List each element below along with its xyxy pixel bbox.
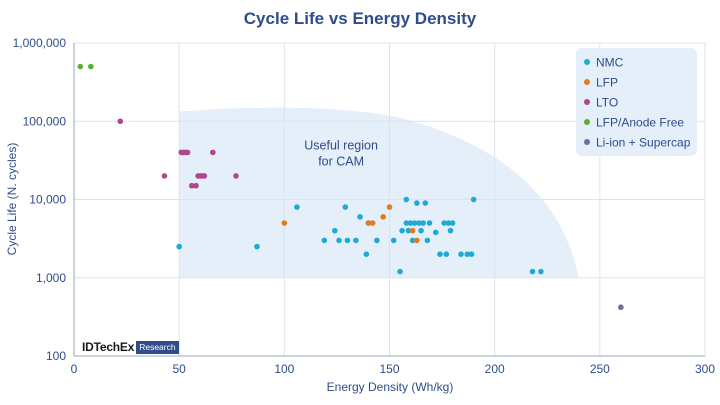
y-tick-label: 1,000 [36, 271, 66, 285]
point-nmc [254, 243, 260, 250]
legend-label-nmc: NMC [596, 56, 624, 70]
point-nmc [357, 214, 363, 220]
x-tick-label: 0 [71, 362, 78, 376]
point-lto [161, 173, 168, 179]
legend-label-lfp-anode-free: LFP/Anode Free [596, 116, 684, 130]
point-nmc [176, 243, 182, 250]
point-nmc [529, 268, 536, 275]
point-nmc [447, 227, 454, 234]
point-nmc [424, 237, 431, 244]
point-nmc [411, 220, 418, 226]
y-tick-label: 100 [46, 349, 66, 363]
point-nmc [407, 220, 414, 226]
point-nmc [470, 196, 477, 203]
legend: NMC LFP LTO LFP/Anode Free Li-ion + Supercap [576, 48, 697, 156]
point-nmc [418, 227, 424, 234]
point-nmc [458, 251, 464, 257]
point-lto [201, 173, 208, 179]
point-nmc [445, 220, 452, 226]
y-tick-label: 1,000,000 [13, 36, 67, 50]
point-nmc [294, 204, 300, 210]
point-nmc [374, 237, 380, 244]
point-nmc [538, 268, 544, 275]
point-lfp [281, 220, 288, 226]
x-tick-label: 150 [379, 362, 399, 376]
point-lfp-anode-free [77, 63, 84, 70]
point-lfp-anode-free [88, 63, 94, 70]
point-li-ion-supercap [618, 304, 624, 311]
point-nmc [399, 227, 405, 234]
legend-label-li-ion-supercap: Li-ion + Supercap [596, 136, 691, 150]
point-nmc [443, 251, 450, 257]
point-nmc [420, 220, 426, 226]
idtechex-logo: IDTechEx Research [82, 340, 179, 354]
point-nmc [321, 237, 328, 244]
axes: 0 50 100 150 200 250 300 100 1,000 10,000 100,000 1… [13, 36, 716, 376]
x-axis-label: Energy Density (Wh/kg) [327, 380, 454, 394]
point-lfp [414, 237, 420, 244]
legend-label-lto: LTO [596, 96, 618, 110]
x-tick-label: 300 [695, 362, 715, 376]
point-nmc [353, 237, 359, 244]
x-tick-label: 250 [590, 362, 610, 376]
region-annotation-line-2: for CAM [318, 154, 364, 168]
point-nmc [437, 251, 443, 257]
chart-title: Cycle Life vs Energy Density [243, 9, 477, 28]
point-lto [117, 118, 124, 125]
data-points [77, 63, 624, 311]
point-nmc [390, 237, 397, 244]
point-nmc [441, 220, 447, 226]
point-nmc [426, 220, 433, 226]
point-lto [188, 182, 195, 189]
useful-region-shape [179, 107, 579, 278]
legend-marker-nmc [584, 59, 590, 65]
x-tick-label: 50 [172, 362, 186, 376]
point-nmc [409, 237, 416, 244]
logo-main-text: IDTechEx [82, 340, 135, 354]
point-nmc [363, 251, 370, 257]
point-lfp [380, 214, 386, 220]
legend-marker-li-ion-supercap [584, 139, 590, 145]
point-lto [210, 149, 216, 156]
region-annotation-line-1: Useful region [304, 138, 378, 152]
point-nmc [468, 251, 475, 257]
point-nmc [414, 200, 420, 206]
point-lto [193, 182, 199, 189]
point-nmc [422, 200, 429, 206]
legend-marker-lto [584, 99, 590, 105]
y-tick-label: 10,000 [29, 193, 66, 207]
point-nmc [449, 220, 456, 226]
point-lfp [369, 220, 376, 226]
legend-marker-lfp-anode-free [584, 119, 590, 125]
point-lto [184, 149, 191, 156]
y-tick-label: 100,000 [23, 114, 67, 128]
point-lfp [365, 220, 372, 226]
point-nmc [464, 251, 471, 257]
point-lfp [409, 227, 416, 234]
y-axis-label: Cycle Life (N. cycles) [5, 143, 19, 256]
point-lfp [386, 204, 393, 210]
point-nmc [403, 220, 410, 226]
point-nmc [332, 227, 338, 234]
legend-marker-lfp [584, 79, 590, 85]
point-nmc [403, 196, 410, 203]
point-nmc [405, 227, 412, 234]
point-nmc [416, 220, 422, 226]
point-nmc [336, 237, 342, 244]
point-nmc [344, 237, 351, 244]
legend-label-lfp: LFP [596, 76, 618, 90]
point-nmc [342, 204, 349, 210]
point-nmc [397, 268, 403, 275]
logo-research-badge: Research [136, 340, 179, 354]
point-nmc [432, 229, 439, 236]
point-lto [233, 173, 239, 179]
x-tick-label: 200 [485, 362, 505, 376]
x-tick-label: 100 [274, 362, 294, 376]
